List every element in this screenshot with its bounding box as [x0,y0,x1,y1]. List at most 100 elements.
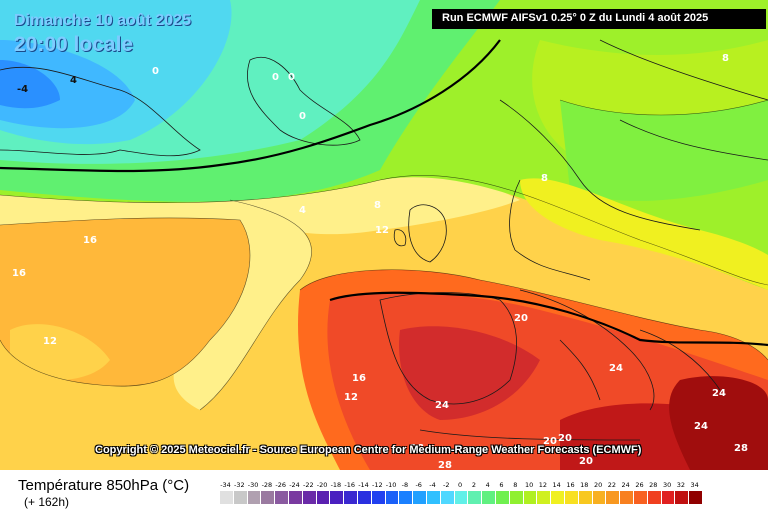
scale-tick-label: 30 [662,481,672,489]
scale-swatch [454,491,469,504]
color-scale-labels: -34 -32 -30 -28 -26 -24 -22 -20 -18 -16 -14 -12 -10-… [220,481,740,491]
forecast-time: 20:00 locale [14,33,134,56]
isotherm-label: 24 [712,388,726,399]
scale-swatch [689,491,703,504]
isotherm-label: 0 [152,66,159,77]
scale-swatch [551,491,565,504]
scale-swatch [247,491,262,504]
isotherm-label: 16 [352,373,366,384]
scale-swatch [371,491,386,504]
scale-tick-label: -12 [371,481,383,489]
scale-swatch [413,491,427,504]
scale-tick-label: -26 [275,481,286,489]
scale-tick-label: -2 [443,481,450,489]
scale-tick-label: 10 [524,481,534,489]
isotherm-label: 28 [438,460,452,470]
isotherm-label: 24 [694,421,708,432]
isotherm-label: 8 [374,200,381,211]
scale-swatch [468,491,483,504]
isotherm-label: 4 [299,205,306,216]
scale-swatch [440,491,455,504]
scale-tick-label: -16 [344,481,355,489]
isotherm-label: 24 [435,400,449,411]
scale-tick-label: -20 [316,481,328,489]
scale-tick-label: 28 [649,481,658,489]
scale-swatch [357,491,372,504]
isotherm-label: 16 [83,235,97,246]
isotherm-label: 12 [344,392,358,403]
scale-swatch [633,491,648,504]
variable-title: Température 850hPa (°C) [18,477,190,494]
isotherm-label: 0 [272,72,279,83]
lead-time: (+ 162h) [24,495,70,509]
scale-tick-label: 6 [499,481,504,489]
legend-bar: Température 850hPa (°C) (+ 162h) -34 -32-… [0,470,768,512]
isotherm-label: 24 [609,363,623,374]
scale-tick-label: -18 [330,481,342,489]
scale-swatch [330,491,345,504]
scale-tick-label: 8 [513,481,518,489]
scale-tick-label: 16 [566,481,575,489]
isotherm-label: 20 [543,436,557,447]
scale-swatch [288,491,303,504]
isotherm-label: 16 [12,268,26,279]
scale-swatch [344,491,358,504]
scale-swatch [606,491,621,504]
scale-swatch [495,491,510,504]
scale-swatch [523,491,538,504]
scale-swatch [233,491,248,504]
scale-tick-label: 20 [593,481,603,489]
scale-tick-label: 26 [635,481,644,489]
scale-tick-label: -34 [220,481,231,489]
scale-tick-label: -30 [247,481,259,489]
scale-swatch [482,491,496,504]
isotherm-label: -4 [17,84,29,95]
scale-tick-label: -22 [302,481,314,489]
scale-swatch [675,491,690,504]
forecast-date: Dimanche 10 août 2025 [14,12,191,29]
scale-tick-label: 22 [607,481,617,489]
scale-tick-label: 2 [471,481,476,489]
scale-swatch [564,491,579,504]
scale-tick-label: 4 [485,481,490,489]
scale-swatch [509,491,524,504]
isotherm-label: 0 [288,72,295,83]
scale-tick-label: -28 [261,481,273,489]
scale-swatch [647,491,662,504]
scale-swatch [661,491,676,504]
isotherm-label: 20 [579,456,593,467]
isotherm-label: 28 [734,443,748,454]
scale-swatch [399,491,414,504]
copyright-notice: Copyright © 2025 Meteociel.fr - Source E… [95,444,642,456]
model-run-banner: Run ECMWF AIFSv1 0.25° 0 Z du Lundi 4 ao… [432,9,766,29]
scale-swatch [537,491,552,504]
color-scale [220,491,703,504]
isotherm-label: 20 [558,433,572,444]
isotherm-label: 12 [375,225,389,236]
temperature-map: Dimanche 10 août 2025 20:00 locale Run E… [0,0,768,470]
temperature-field [0,0,768,470]
isotherm-label: 0 [299,111,306,122]
scale-swatch [592,491,607,504]
scale-tick-label: -4 [429,481,436,489]
scale-tick-label: -32 [233,481,245,489]
scale-tick-label: 12 [538,481,548,489]
scale-swatch [302,491,317,504]
isotherm-label: 28 [410,443,424,454]
scale-swatch [578,491,593,504]
scale-tick-label: 18 [580,481,589,489]
isotherm-label: 12 [43,336,57,347]
isotherm-label: 4 [70,75,77,86]
scale-tick-label: 14 [552,481,561,489]
scale-swatch [220,491,234,504]
scale-tick-label: -24 [289,481,300,489]
scale-tick-label: -8 [401,481,409,489]
scale-swatch [620,491,634,504]
scale-tick-label: 24 [621,481,630,489]
isotherm-label: 20 [514,313,528,324]
scale-tick-label: 34 [690,481,699,489]
isotherm-label: 8 [541,173,548,184]
scale-swatch [261,491,276,504]
scale-tick-label: -10 [385,481,397,489]
scale-tick-label: 0 [458,481,463,489]
